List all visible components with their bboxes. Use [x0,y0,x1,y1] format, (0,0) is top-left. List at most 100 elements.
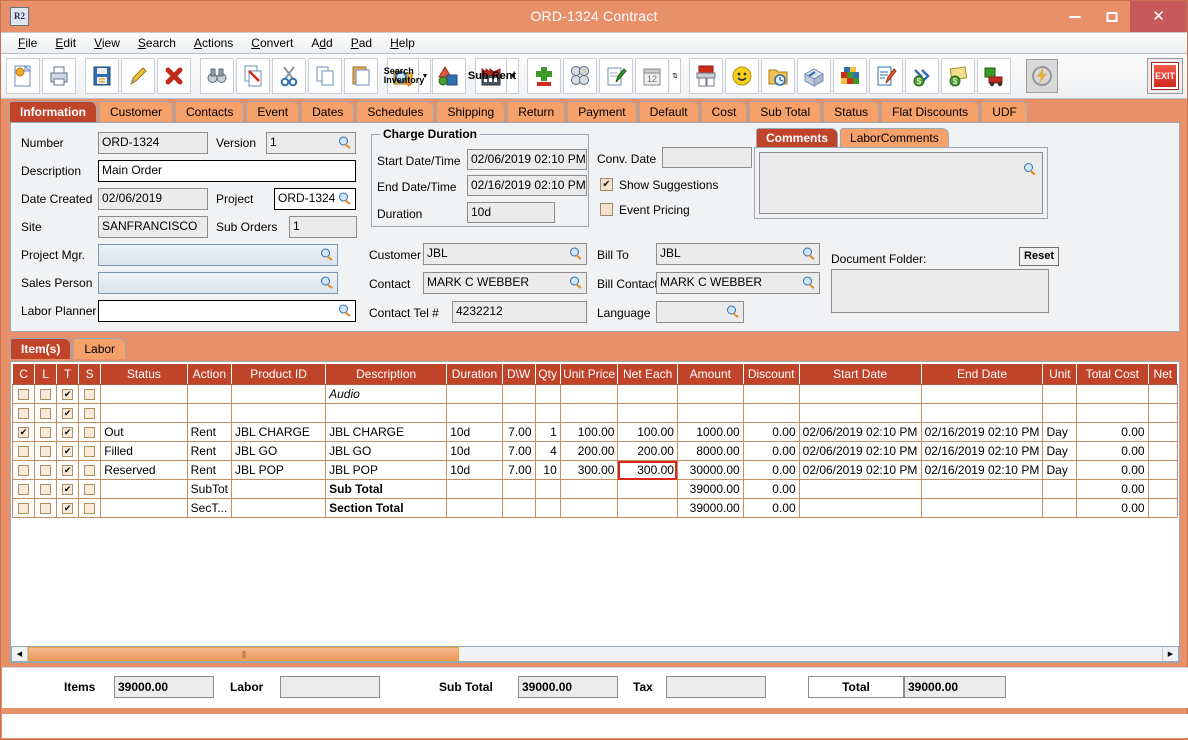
scroll-track[interactable]: ||| [28,647,1162,661]
tab-default[interactable]: Default [638,101,699,122]
menu-help[interactable]: Help [390,35,415,50]
grid-col-qty[interactable]: Qty [534,363,561,385]
cell-start-date[interactable] [798,384,922,404]
cell-l[interactable] [34,460,58,480]
grid-col-description[interactable]: Description [325,363,448,385]
checkbox-s[interactable] [84,389,96,401]
comments-tab-comments[interactable]: Comments [756,128,839,147]
edit-pencil-icon[interactable] [121,58,155,94]
checkbox-c[interactable] [18,408,30,420]
checkbox-t[interactable]: ✔ [62,389,74,401]
cell-status[interactable] [100,498,188,518]
cell-unit-price[interactable]: 100.00 [559,422,619,442]
checkbox-c[interactable] [18,389,30,401]
cell-total-cost[interactable]: 0.00 [1075,498,1149,518]
cell-s[interactable] [78,479,102,499]
bill-contact-field[interactable]: MARK C WEBBER [656,272,820,294]
cell-end-date[interactable]: 02/16/2019 02:10 PM [920,441,1044,461]
event-pricing-checkbox[interactable] [600,203,613,216]
grid-col-net[interactable]: Net [1147,363,1178,385]
checkbox-l[interactable] [40,484,52,496]
bill-to-field[interactable]: JBL [656,243,820,265]
language-field[interactable] [656,301,744,323]
tab-customer[interactable]: Customer [99,101,174,122]
search-inventory-button[interactable]: Search Inventory [384,58,424,94]
close-button[interactable]: ✕ [1130,1,1187,32]
customer-field[interactable]: JBL [423,243,587,265]
cell-start-date[interactable]: 02/06/2019 02:10 PM [798,460,922,480]
grid-col-unit-price[interactable]: Unit Price [559,363,619,385]
cell-c[interactable] [12,479,36,499]
cell-t[interactable]: ✔ [56,460,80,480]
cell-amount[interactable]: 39000.00 [676,479,744,499]
cell-unit[interactable]: Day [1042,441,1077,461]
show-suggestions-checkbox[interactable]: ✔ [600,178,613,191]
tab-sub-total[interactable]: Sub Total [749,101,822,122]
cell-t[interactable]: ✔ [56,479,80,499]
cell-action[interactable] [186,384,233,404]
project-field[interactable]: ORD-1324 [274,188,356,210]
sub-rent-dropdown-icon[interactable]: ▼ [508,58,519,94]
cell-duration[interactable]: 10d [446,441,503,461]
cell-discount[interactable] [742,403,800,423]
cell-discount[interactable]: 0.00 [742,460,800,480]
grid-horizontal-scrollbar[interactable]: ◀ ||| ▶ [11,646,1179,662]
cell-action[interactable]: SubTot [186,479,233,499]
checkbox-s[interactable] [84,484,96,496]
cell-net[interactable] [1147,441,1178,461]
sales-person-field[interactable]: ▼ [98,272,338,294]
cell-unit-price[interactable] [559,498,619,518]
cell-c[interactable]: ✔ [12,422,36,442]
inventory-cubes-icon[interactable] [833,58,867,94]
grid-col-status[interactable]: Status [100,363,188,385]
cell-start-date[interactable]: 02/06/2019 02:10 PM [798,422,922,442]
checkbox-l[interactable] [40,389,52,401]
grid-col-product-id[interactable]: Product ID [230,363,327,385]
checkbox-c[interactable] [18,503,30,515]
table-row[interactable]: ✔ SubTot Sub Total 39000.00 0.00 0.00 [12,479,1178,499]
grid-col-net-each[interactable]: Net Each [617,363,678,385]
copy-document-icon[interactable] [236,58,270,94]
reports-icon[interactable] [689,58,723,94]
cell-amount[interactable] [676,403,744,423]
cell-net[interactable] [1147,460,1178,480]
cell-net[interactable] [1147,479,1178,499]
item-tab-item-s-[interactable]: Item(s) [10,338,72,359]
cell-end-date[interactable] [920,403,1044,423]
grid-col-amount[interactable]: Amount [676,363,744,385]
tab-event[interactable]: Event [246,101,300,122]
grid-col-start-date[interactable]: Start Date [798,363,922,385]
cell-qty[interactable] [534,384,561,404]
cell-l[interactable] [34,403,58,423]
checkbox-t[interactable]: ✔ [62,503,74,515]
cell-s[interactable] [78,441,102,461]
cell-net-each[interactable] [617,403,678,423]
cell-amount[interactable]: 39000.00 [676,498,744,518]
cell-qty[interactable]: 10 [534,460,561,480]
table-row[interactable]: ✔ Reserved Rent JBL POP JBL POP 10d 7.00 10 300.… [12,460,1178,480]
tab-udf[interactable]: UDF [981,101,1028,122]
cell-amount[interactable] [676,384,744,404]
cell-s[interactable] [78,384,102,404]
menu-file[interactable]: File [18,35,38,50]
cell-duration[interactable]: 10d [446,422,503,442]
document-folder-field[interactable] [831,269,1049,313]
language-search-icon[interactable] [727,305,740,319]
cell-description[interactable]: JBL POP [325,460,448,480]
cell-s[interactable] [78,422,102,442]
tab-cost[interactable]: Cost [700,101,748,122]
table-row[interactable]: ✔ Filled Rent JBL GO JBL GO 10d 7.00 4 200.00 200… [12,441,1178,461]
items-grid[interactable]: C L T S Status Action Product ID Description Dur… [12,363,1178,661]
cell-amount[interactable]: 30000.00 [676,460,744,480]
checkbox-s[interactable] [84,465,96,477]
menu-convert[interactable]: Convert [251,35,294,50]
version-field[interactable]: 1 [266,132,356,154]
reset-button[interactable]: Reset [1019,247,1059,266]
tab-contacts[interactable]: Contacts [175,101,245,122]
cell-dw[interactable] [501,403,536,423]
cell-end-date[interactable]: 02/16/2019 02:10 PM [920,422,1044,442]
calendar-dropdown-icon[interactable]: ⇅ [670,58,681,94]
cell-net-each[interactable] [617,384,678,404]
cell-dw[interactable] [501,479,536,499]
cell-total-cost[interactable] [1075,403,1149,423]
